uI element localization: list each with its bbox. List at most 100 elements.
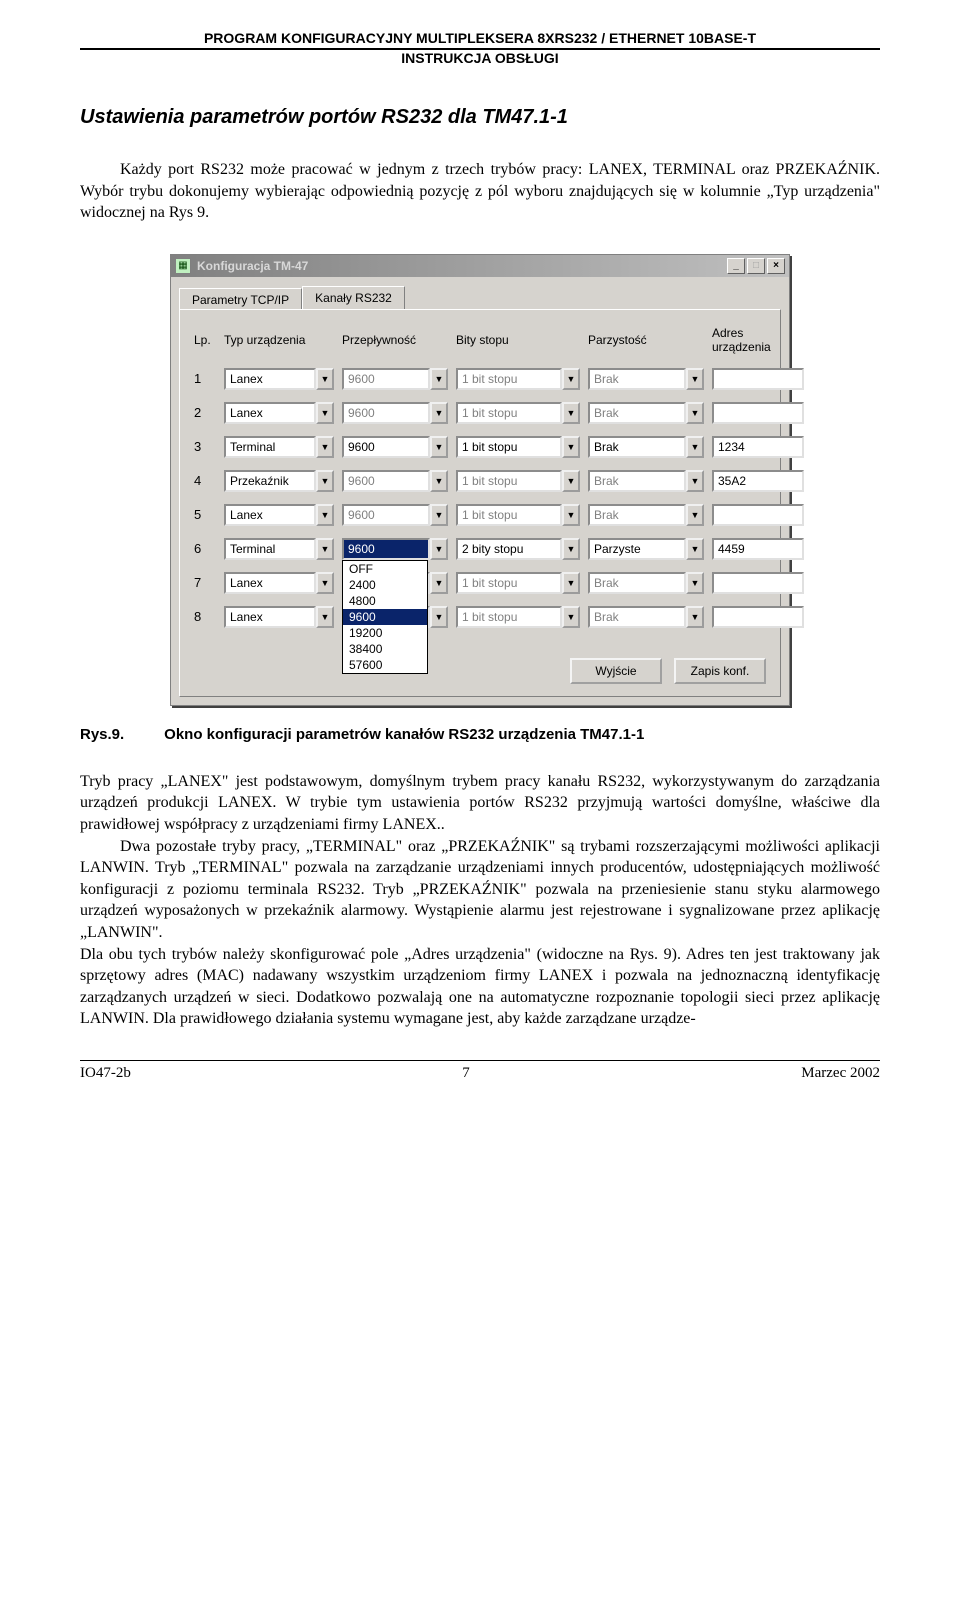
address-input[interactable] — [712, 572, 804, 594]
chevron-down-icon[interactable]: ▼ — [430, 538, 448, 560]
chevron-down-icon[interactable]: ▼ — [316, 436, 334, 458]
figure-text: Okno konfiguracji parametrów kanałów RS2… — [164, 726, 644, 743]
maximize-button: □ — [747, 258, 765, 274]
chevron-down-icon[interactable]: ▼ — [316, 402, 334, 424]
chevron-down-icon: ▼ — [430, 368, 448, 390]
chevron-down-icon[interactable]: ▼ — [316, 504, 334, 526]
chevron-down-icon[interactable]: ▼ — [686, 538, 704, 560]
footer-right: Marzec 2002 — [801, 1065, 880, 1082]
type-select[interactable]: Przekaźnik▼ — [224, 470, 334, 492]
dropdown-option[interactable]: OFF — [343, 561, 427, 577]
dropdown-option[interactable]: 4800 — [343, 593, 427, 609]
chevron-down-icon: ▼ — [562, 368, 580, 390]
lp-cell: 8 — [194, 609, 216, 624]
parity-select: Brak▼ — [588, 504, 704, 526]
chevron-down-icon: ▼ — [686, 470, 704, 492]
exit-button[interactable]: Wyjście — [570, 658, 662, 684]
chevron-down-icon[interactable]: ▼ — [316, 368, 334, 390]
stopbits-select[interactable]: 1 bit stopu▼ — [456, 436, 580, 458]
chevron-down-icon: ▼ — [686, 606, 704, 628]
chevron-down-icon[interactable]: ▼ — [430, 436, 448, 458]
chevron-down-icon: ▼ — [562, 504, 580, 526]
footer-center: 7 — [462, 1065, 470, 1082]
close-button[interactable]: × — [767, 258, 785, 274]
address-input[interactable] — [712, 402, 804, 424]
lp-cell: 2 — [194, 405, 216, 420]
figure-caption: Rys.9. Okno konfiguracji parametrów kana… — [80, 726, 880, 743]
address-input[interactable] — [712, 606, 804, 628]
chevron-down-icon[interactable]: ▼ — [316, 572, 334, 594]
type-select[interactable]: Terminal▼ — [224, 538, 334, 560]
dropdown-option[interactable]: 19200 — [343, 625, 427, 641]
baud-dropdown-list[interactable]: OFF240048009600192003840057600 — [342, 560, 428, 674]
table-row: 6Terminal▼9600▼OFF2400480096001920038400… — [194, 538, 766, 560]
chevron-down-icon: ▼ — [562, 572, 580, 594]
chevron-down-icon: ▼ — [430, 470, 448, 492]
baud-select[interactable]: 9600▼ — [342, 538, 448, 560]
table-row: 4Przekaźnik▼9600▼1 bit stopu▼Brak▼ — [194, 470, 766, 492]
chevron-down-icon: ▼ — [686, 402, 704, 424]
save-button[interactable]: Zapis konf. — [674, 658, 766, 684]
type-select[interactable]: Lanex▼ — [224, 368, 334, 390]
stopbits-select[interactable]: 2 bity stopu▼ — [456, 538, 580, 560]
col-addr: Adres urządzenia — [712, 326, 804, 354]
dropdown-option[interactable]: 57600 — [343, 657, 427, 673]
lp-cell: 6 — [194, 541, 216, 556]
baud-select: 9600▼ — [342, 402, 448, 424]
address-input[interactable] — [712, 436, 804, 458]
type-select[interactable]: Lanex▼ — [224, 572, 334, 594]
chevron-down-icon[interactable]: ▼ — [316, 470, 334, 492]
chevron-down-icon: ▼ — [562, 606, 580, 628]
dropdown-option[interactable]: 2400 — [343, 577, 427, 593]
body-p3: Dla obu tych trybów należy skonfigurować… — [80, 944, 880, 1030]
table-header: Lp. Typ urządzenia Przepływność Bity sto… — [194, 326, 766, 354]
parity-select[interactable]: Brak▼ — [588, 436, 704, 458]
chevron-down-icon[interactable]: ▼ — [562, 436, 580, 458]
parity-select: Brak▼ — [588, 402, 704, 424]
doc-header-top: PROGRAM KONFIGURACYJNY MULTIPLEKSERA 8XR… — [80, 30, 880, 50]
col-typ: Typ urządzenia — [224, 333, 334, 347]
chevron-down-icon: ▼ — [430, 572, 448, 594]
section-heading: Ustawienia parametrów portów RS232 dla T… — [80, 106, 880, 129]
chevron-down-icon: ▼ — [686, 572, 704, 594]
address-input[interactable] — [712, 470, 804, 492]
footer-left: IO47-2b — [80, 1065, 131, 1082]
app-icon: ▦ — [175, 258, 191, 274]
type-select[interactable]: Lanex▼ — [224, 504, 334, 526]
address-input[interactable] — [712, 504, 804, 526]
parity-select: Brak▼ — [588, 368, 704, 390]
col-par: Parzystość — [588, 333, 704, 347]
minimize-button[interactable]: _ — [727, 258, 745, 274]
type-select[interactable]: Lanex▼ — [224, 402, 334, 424]
chevron-down-icon[interactable]: ▼ — [316, 538, 334, 560]
footer: IO47-2b 7 Marzec 2002 — [80, 1060, 880, 1082]
chevron-down-icon[interactable]: ▼ — [686, 436, 704, 458]
col-lp: Lp. — [194, 333, 216, 347]
baud-select[interactable]: 9600▼ — [342, 436, 448, 458]
tab-rs232[interactable]: Kanały RS232 — [302, 286, 405, 310]
stopbits-select: 1 bit stopu▼ — [456, 606, 580, 628]
chevron-down-icon: ▼ — [686, 368, 704, 390]
address-input[interactable] — [712, 368, 804, 390]
dropdown-option[interactable]: 9600 — [343, 609, 427, 625]
config-window: ▦ Konfiguracja TM-47 _ □ × Parametry TCP… — [170, 254, 790, 706]
baud-select: 9600▼ — [342, 504, 448, 526]
body-text: Tryb pracy „LANEX" jest podstawowym, dom… — [80, 771, 880, 1030]
type-select[interactable]: Lanex▼ — [224, 606, 334, 628]
col-bit: Bity stopu — [456, 333, 580, 347]
body-p2: Dwa pozostałe tryby pracy, „TERMINAL" or… — [80, 836, 880, 944]
parity-select[interactable]: Parzyste▼ — [588, 538, 704, 560]
chevron-down-icon: ▼ — [430, 402, 448, 424]
table-row: 5Lanex▼9600▼1 bit stopu▼Brak▼ — [194, 504, 766, 526]
baud-select: 9600▼ — [342, 470, 448, 492]
tab-panel: Lp. Typ urządzenia Przepływność Bity sto… — [179, 309, 781, 697]
chevron-down-icon[interactable]: ▼ — [316, 606, 334, 628]
parity-select: Brak▼ — [588, 572, 704, 594]
stopbits-select: 1 bit stopu▼ — [456, 470, 580, 492]
parity-select: Brak▼ — [588, 470, 704, 492]
dropdown-option[interactable]: 38400 — [343, 641, 427, 657]
address-input[interactable] — [712, 538, 804, 560]
type-select[interactable]: Terminal▼ — [224, 436, 334, 458]
chevron-down-icon: ▼ — [430, 504, 448, 526]
chevron-down-icon[interactable]: ▼ — [562, 538, 580, 560]
